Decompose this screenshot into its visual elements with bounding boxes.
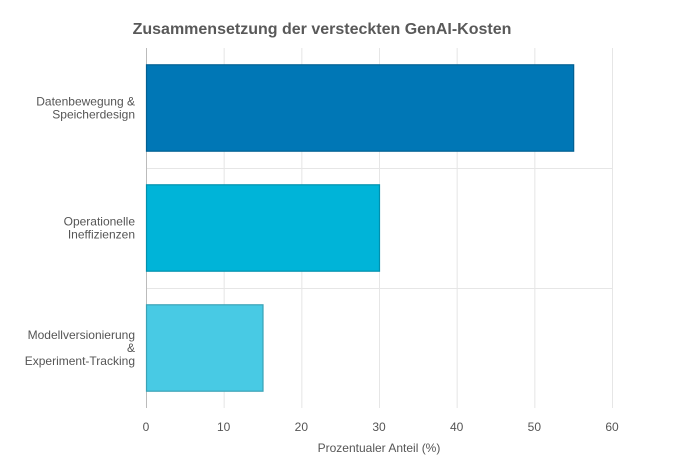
x-tick-label: 60 [605, 420, 619, 434]
category-label-line: Modellversionierung [28, 328, 135, 342]
x-tick-label: 50 [528, 420, 542, 434]
x-tick-label: 20 [295, 420, 309, 434]
category-label-line: Speicherdesign [52, 108, 135, 122]
bars [145, 64, 575, 392]
chart-title: Zusammensetzung der versteckten GenAI-Ko… [133, 21, 512, 38]
category-label-line: Operationelle [64, 215, 136, 229]
x-tick-label: 40 [450, 420, 464, 434]
category-label: Modellversionierung & Experiment-Tracking [25, 328, 135, 368]
category-labels: Datenbewegung & Speicherdesign Operationel… [25, 95, 136, 369]
x-tick-label: 30 [372, 420, 386, 434]
category-label-line: Experiment-Tracking [25, 354, 135, 368]
bar [145, 184, 381, 272]
category-label: Operationelle Ineffizienzen [64, 215, 136, 242]
bar [145, 64, 575, 152]
category-label: Datenbewegung & Speicherdesign [36, 95, 135, 122]
category-label-line: & [127, 341, 135, 355]
x-tick-label: 10 [217, 420, 231, 434]
x-tick-labels: 0 10 20 30 40 50 60 [143, 420, 619, 434]
x-axis-title: Prozentualer Anteil (%) [318, 441, 441, 455]
x-tick-label: 0 [143, 420, 150, 434]
category-label-line: Ineffizienzen [68, 228, 135, 242]
bar [145, 304, 264, 392]
category-label-line: Datenbewegung & [36, 95, 135, 109]
